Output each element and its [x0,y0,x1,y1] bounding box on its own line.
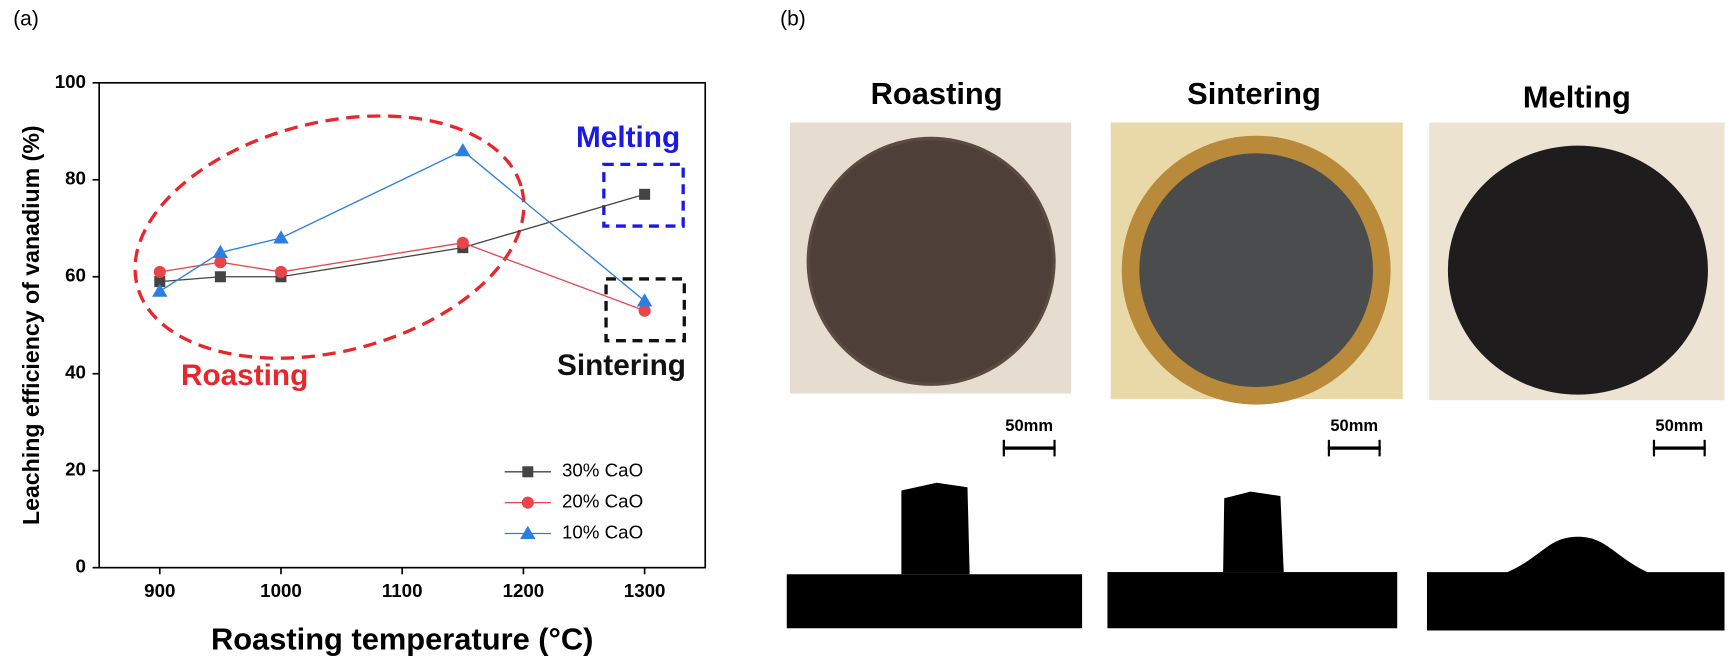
scale-label: 50mm [1005,416,1053,435]
data-point [214,256,227,269]
y-axis-title: Leaching efficiency of vanadium (%) [18,125,44,525]
data-point [212,244,229,259]
panel-label: (b) [780,8,806,31]
scale-label: 50mm [1655,416,1703,435]
photo-roasting [790,122,1072,394]
legend-marker [520,525,536,540]
x-tick-label: 1300 [624,580,666,601]
y-tick-label: 80 [65,168,86,189]
x-tick-label: 1100 [382,580,423,601]
series-line [159,149,646,302]
y-tick-label: 20 [65,459,86,480]
roasting-region [133,114,526,360]
panel-label: (a) [13,8,39,31]
data-point [639,188,651,200]
photo-title: Sintering [1187,76,1321,111]
x-tick-label: 900 [144,580,175,601]
data-point [154,276,166,288]
legend-marker [522,466,534,478]
legend-label: 10% CaO [562,521,643,542]
y-tick-label: 60 [65,265,86,286]
melting-box [602,162,685,228]
photo-melting [1429,122,1725,401]
legend-label: 30% CaO [562,460,643,481]
sintering-box [604,277,686,343]
y-tick-label: 100 [55,71,86,92]
data-point [214,271,226,283]
series-line [159,193,645,283]
data-point [273,230,289,244]
data-point [636,293,653,307]
legend-label: 20% CaO [562,491,643,512]
data-point [638,304,651,317]
data-point [152,283,168,297]
photo-sintering [1110,122,1403,405]
data-point [455,142,471,157]
data-point [274,265,288,278]
photo-title: Roasting [871,76,1003,111]
annotation: Melting [576,121,680,154]
photo-title: Melting [1523,80,1631,115]
y-tick-label: 0 [76,556,86,577]
x-axis-title: Roasting temperature (°C) [211,622,594,657]
y-tick-label: 40 [65,362,86,383]
data-point [456,236,469,249]
data-point [153,265,166,278]
x-tick-label: 1200 [503,580,545,601]
x-tick-label: 1000 [260,580,302,601]
scale-label: 50mm [1330,416,1378,435]
silhouettes [786,439,1725,631]
legend-marker [521,496,534,509]
annotation: Sintering [557,349,686,382]
annotation: Roasting [181,359,308,392]
